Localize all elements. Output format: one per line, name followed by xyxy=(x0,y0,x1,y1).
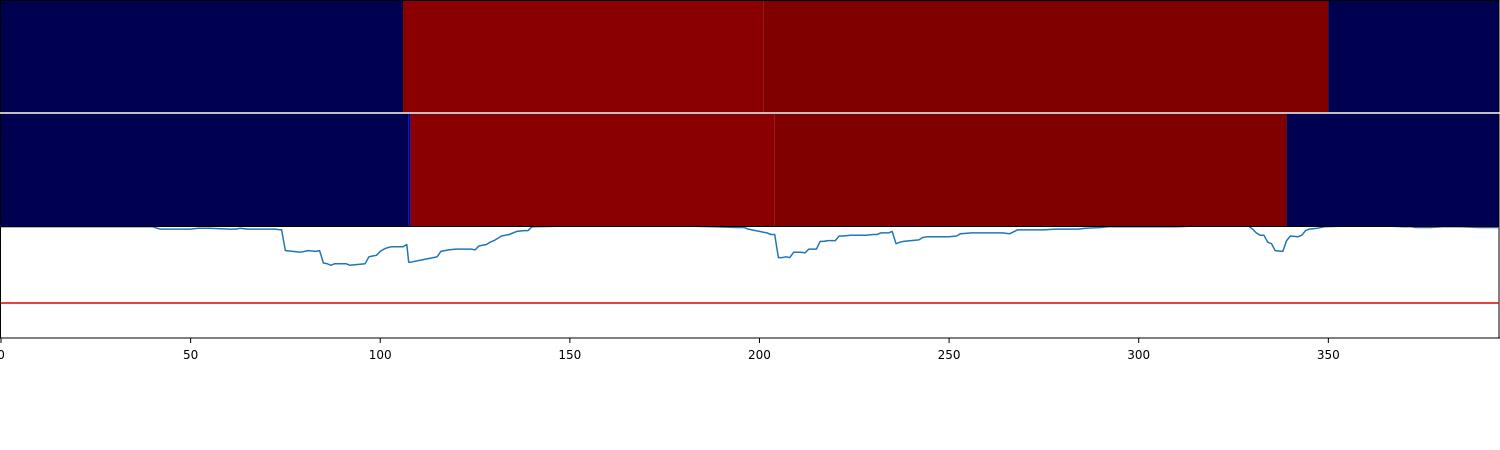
x-tick-label: 200 xyxy=(748,348,771,362)
heatmap-cell xyxy=(774,114,1287,226)
heatmap-row-2 xyxy=(0,113,1500,227)
heatmap-cell xyxy=(1286,114,1499,226)
heatmap-cell xyxy=(1328,1,1499,112)
x-tick-label: 350 xyxy=(1317,348,1340,362)
heatmap-cell xyxy=(763,1,1329,112)
heatmap-cell xyxy=(410,114,775,226)
heatmap-row-1 xyxy=(0,0,1500,113)
x-axis: 0 50 100 150 200 250 300 350 xyxy=(0,337,1500,362)
heatmap-cell xyxy=(408,114,411,226)
heatmap-cell xyxy=(403,1,764,112)
heatmap-strips xyxy=(0,0,1500,227)
heatmap-cell xyxy=(1,1,403,112)
x-tick-label: 0 xyxy=(0,348,5,362)
x-tick-label: 250 xyxy=(938,348,961,362)
x-tick-label: 300 xyxy=(1127,348,1150,362)
x-tick-label: 100 xyxy=(369,348,392,362)
x-tick-label: 150 xyxy=(558,348,581,362)
x-tick-label: 50 xyxy=(183,348,198,362)
heatmap-cell xyxy=(1,114,409,226)
